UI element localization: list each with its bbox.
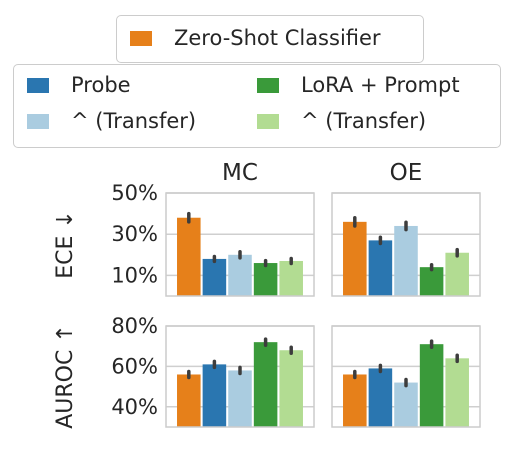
bar	[253, 342, 278, 427]
legend-entry-lora: LoRA + Prompt	[257, 73, 460, 97]
bar	[394, 225, 418, 296]
legend-label: ^ (Transfer)	[71, 109, 197, 133]
bar	[228, 370, 252, 427]
legend-swatch	[27, 77, 49, 93]
legend-bottom: Probe ^ (Transfer) LoRA + Prompt ^ (Tran…	[13, 64, 501, 148]
bar	[419, 344, 444, 427]
y-tick-label: 10%	[111, 263, 158, 287]
bar	[419, 267, 444, 296]
bar	[445, 358, 469, 427]
y-tick-label: 40%	[111, 395, 158, 419]
panel-frame	[331, 192, 481, 297]
bar	[253, 263, 278, 296]
legend-label: ^ (Transfer)	[301, 109, 427, 133]
legend-label: LoRA + Prompt	[301, 73, 460, 97]
legend-entry-probe: Probe	[27, 73, 131, 97]
panel-title: OE	[390, 160, 423, 186]
panel-frame	[165, 325, 315, 428]
panel-frame	[165, 192, 315, 297]
y-axis-label: AUROC ↑	[53, 324, 78, 429]
y-tick-label: 80%	[111, 314, 158, 338]
bar	[445, 252, 469, 296]
bar	[177, 217, 201, 296]
legend-top: Zero-Shot Classifier	[116, 15, 424, 63]
bar	[343, 374, 367, 427]
bar	[343, 221, 367, 296]
legend-swatch	[257, 77, 279, 93]
legend-label: Zero-Shot Classifier	[174, 26, 381, 50]
legend-entry-zero-shot: Zero-Shot Classifier	[130, 26, 381, 50]
y-tick-label: 60%	[111, 354, 158, 378]
bar	[228, 254, 252, 296]
bar	[177, 374, 201, 427]
bar	[368, 368, 393, 427]
legend-entry-probe-transfer: ^ (Transfer)	[27, 109, 196, 133]
bar	[394, 382, 418, 427]
panel-title: MC	[222, 160, 258, 186]
bar	[202, 258, 227, 296]
y-tick-label: 50%	[111, 181, 158, 205]
bar	[368, 240, 393, 296]
y-tick-label: 30%	[111, 222, 158, 246]
bar	[279, 350, 303, 427]
bar	[202, 364, 227, 427]
legend-label: Probe	[71, 73, 131, 97]
legend-swatch	[27, 113, 49, 129]
legend-swatch	[130, 30, 152, 46]
y-axis-label: ECE ↓	[53, 210, 78, 279]
legend-entry-lora-transfer: ^ (Transfer)	[257, 109, 426, 133]
panel-frame	[331, 325, 481, 428]
legend-swatch	[257, 113, 279, 129]
bar	[279, 260, 303, 296]
